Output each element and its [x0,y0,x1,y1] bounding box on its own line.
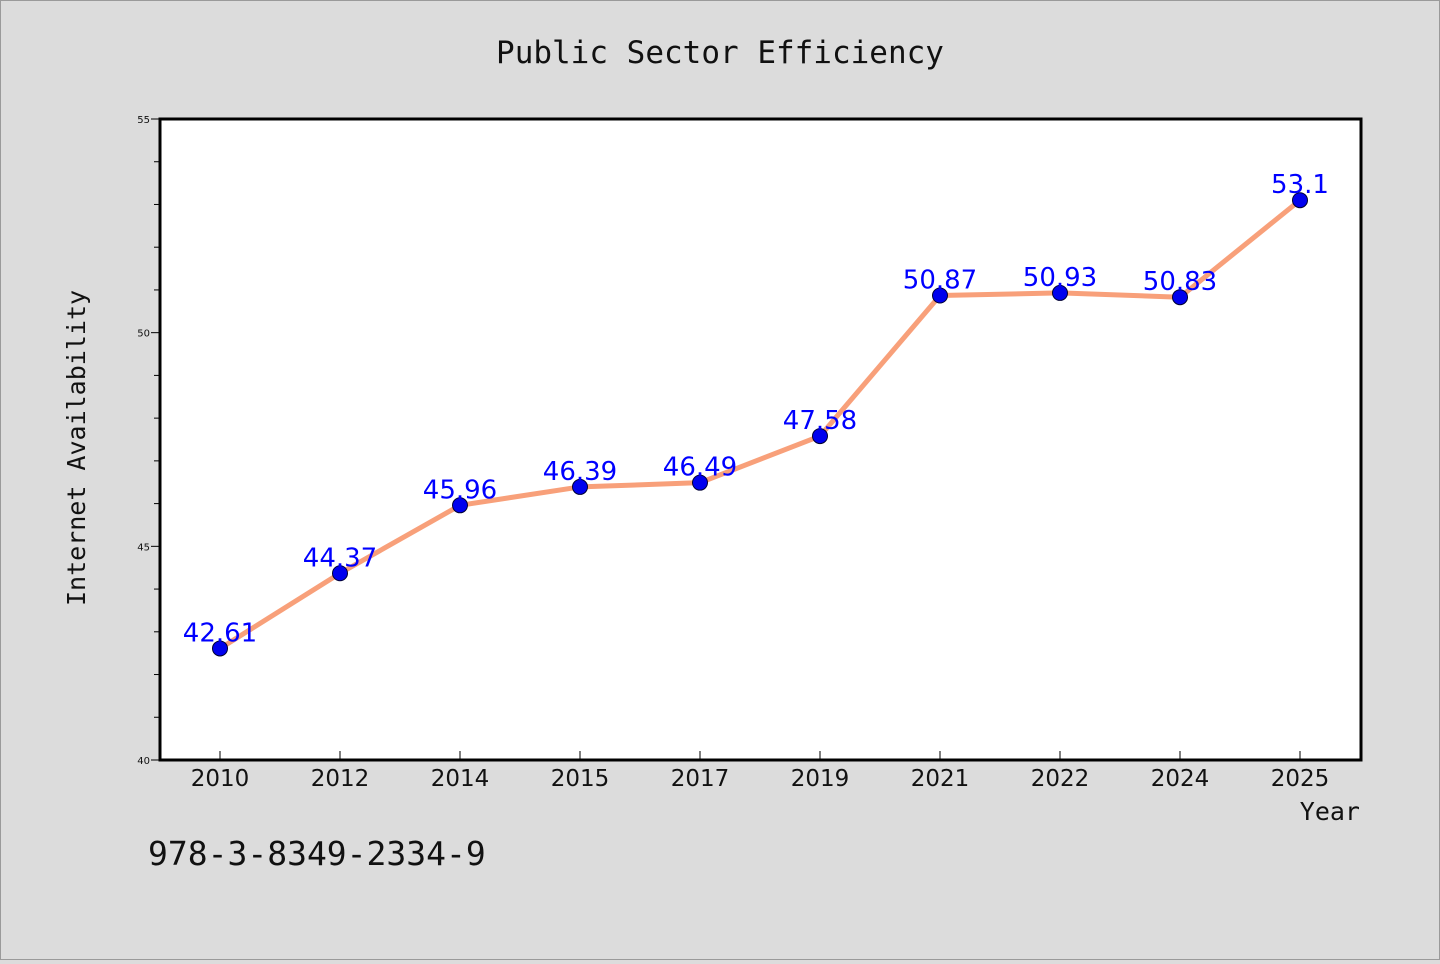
y-tick-label: 40 [137,756,150,767]
series-line [217,197,1303,651]
data-label: 50.83 [1143,267,1217,297]
data-point [1052,284,1068,301]
data-label: 53.1 [1271,170,1329,200]
data-label: 50.87 [903,265,977,295]
y-axis-tick-labels: 40 45 50 55 [137,115,150,767]
x-tick-label: 2015 [551,766,610,792]
x-tick-label: 2010 [191,766,250,792]
data-label: 42.61 [183,618,257,648]
data-label: 50.93 [1023,263,1097,293]
x-tick-label: 2014 [431,766,490,792]
data-point [572,478,588,495]
data-point [212,640,228,657]
data-label: 47.58 [783,406,857,436]
x-tick-label: 2017 [671,766,730,792]
data-label: 44.37 [303,543,377,573]
data-point [452,497,468,514]
data-label: 45.96 [423,475,497,505]
data-point [812,428,828,445]
x-tick-label: 2025 [1271,766,1330,792]
data-point [932,287,948,304]
y-axis-ticks [151,118,160,761]
data-labels: 42.61 44.37 45.96 46.39 46.49 47.58 50.87 50.93… [183,170,1329,648]
x-tick-label: 2012 [311,766,370,792]
y-tick-label: 55 [137,115,150,126]
chart-title: Public Sector Efficiency [496,35,944,71]
y-tick-label: 45 [137,542,150,553]
x-tick-label: 2019 [791,766,850,792]
isbn-footer-text: 978-3-8349-2334-9 [148,834,486,873]
data-label: 46.49 [663,453,737,483]
data-label: 46.39 [543,457,617,487]
x-axis-tick-labels: 2010 2012 2014 2015 2017 2019 2021 2022 2024 2025 [191,766,1330,792]
data-point [1292,192,1308,209]
data-point [332,565,348,582]
data-point [692,474,708,491]
y-axis-label: Internet Availability [62,290,91,606]
y-tick-label: 50 [137,329,150,340]
series-markers [212,192,1308,657]
plot-area [158,117,1363,762]
x-axis-ticks [219,751,1301,760]
x-axis-label: Year [1300,797,1360,826]
x-tick-label: 2022 [1031,766,1090,792]
x-tick-label: 2021 [911,766,970,792]
x-tick-label: 2024 [1151,766,1210,792]
data-point [1172,289,1188,306]
